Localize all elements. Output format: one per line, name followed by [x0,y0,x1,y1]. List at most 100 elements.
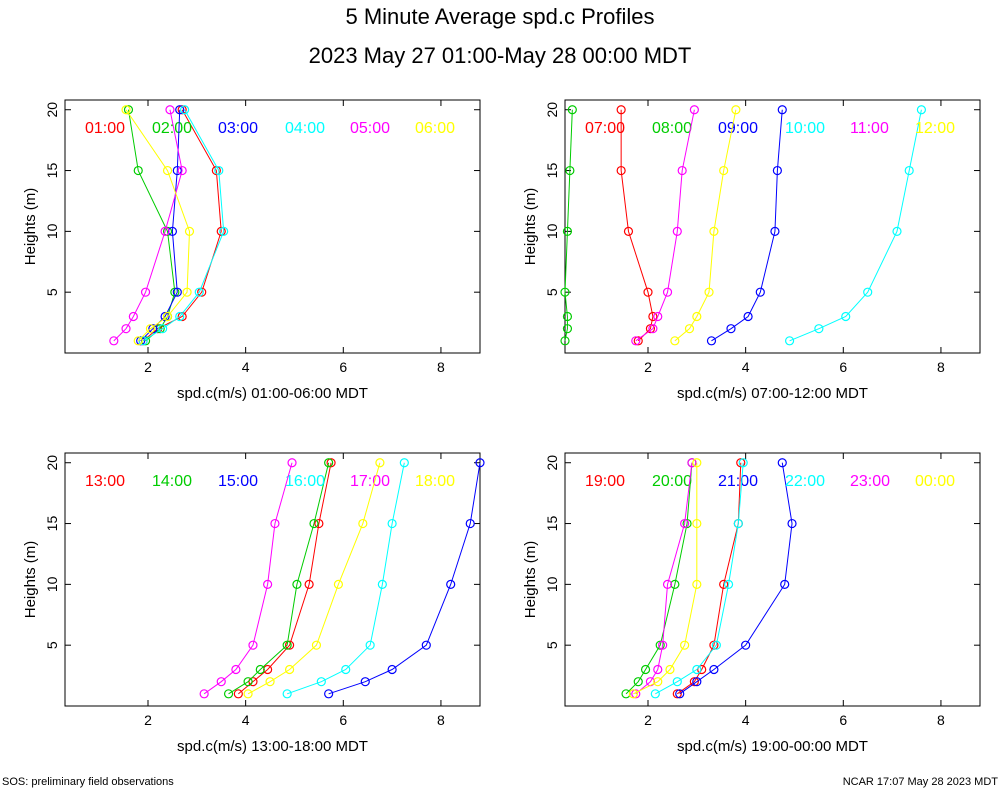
data-point [643,287,653,297]
data-point [377,579,387,589]
data-point [665,664,675,675]
data-point [162,226,173,236]
series-line [679,462,793,695]
data-point [560,336,570,346]
data-point [738,458,748,468]
data-point [709,640,719,650]
data-point [733,518,743,529]
series-line [633,462,698,695]
data-point [670,336,680,346]
data-point [465,518,475,529]
legend-entry: 20:00 [652,473,692,490]
data-point [677,165,687,176]
series-18:00 [243,458,385,699]
legend-entry: 22:00 [785,473,825,490]
data-point [121,105,131,115]
x-tick-label: 4 [242,359,250,375]
data-point [446,579,456,589]
data-point [140,336,151,346]
data-point [199,689,209,699]
series-line [635,109,695,342]
chart-title: 5 Minute Average spd.c Profiles [345,4,655,29]
data-point [692,579,702,589]
legend-entry: 05:00 [350,120,390,137]
data-point [177,311,187,322]
x-tick-label: 8 [937,359,945,375]
y-tick-label: 10 [544,576,560,592]
plot-panel: 2 4 6 8 5 10 15 20 spd.c(m/s) 07:00-12:00 MDT Hei… [522,99,981,402]
data-point [180,105,190,115]
data-point [631,336,641,346]
y-tick-label: 20 [544,455,560,471]
data-point [304,579,314,589]
x-tick-label: 2 [144,359,152,375]
series-line [620,109,654,342]
data-point [719,165,729,176]
data-point [687,458,697,468]
data-point [904,165,914,176]
data-point [263,579,273,589]
legend-entry: 17:00 [350,473,390,490]
data-point [231,664,241,675]
data-point [692,518,702,529]
legend-entry: 09:00 [718,120,758,137]
legend-entry: 19:00 [585,473,625,490]
data-point [155,324,165,334]
y-axis-label: Heights (m) [22,541,39,619]
series-line [328,462,481,695]
legend-entry: 10:00 [785,120,825,137]
series-21:00 [675,458,797,699]
legend-entry: 07:00 [585,120,625,137]
data-point [243,677,253,687]
data-point [214,165,224,176]
legend-entry: 23:00 [850,473,890,490]
series-line [655,462,744,695]
data-point [633,336,643,346]
data-point [136,336,146,346]
data-point [167,226,178,236]
data-point [309,518,319,529]
data-point [680,640,690,650]
data-point [172,287,182,297]
data-point [719,579,729,589]
data-point [311,640,322,650]
legend-entry: 16:00 [285,473,325,490]
data-point [784,336,795,346]
x-tick-label: 2 [144,712,152,728]
series-06:00 [121,105,195,346]
data-point [133,165,143,176]
y-tick-label: 5 [544,641,560,649]
data-point [284,640,295,650]
plot-frame [564,452,981,707]
data-point [841,311,851,322]
data-point [653,311,663,322]
data-point [165,105,175,115]
legend-entry: 21:00 [718,473,758,490]
series-15:00 [324,458,485,699]
plot-panel: 2 4 6 8 5 10 15 20 spd.c(m/s) 19:00-00:00 MDT Hei… [522,452,981,755]
data-point [704,287,714,297]
series-00:00 [628,458,702,699]
data-point [194,287,204,297]
data-point [741,640,751,650]
data-point [475,458,485,468]
footer-timestamp: NCAR 17:07 May 28 2023 MDT [842,776,998,788]
data-point [736,458,746,468]
data-point [140,287,151,297]
y-tick-label: 10 [544,223,560,239]
series-line [125,109,191,342]
data-point [916,105,927,115]
data-point [662,287,673,297]
data-point [175,105,185,115]
series-line [625,462,693,695]
data-point [148,324,158,334]
data-point [360,677,370,687]
data-point [780,579,790,589]
y-tick-label: 15 [544,163,560,179]
data-point [648,311,658,322]
data-point [655,640,665,650]
x-axis-label: spd.c(m/s) 01:00-06:00 MDT [177,385,368,402]
x-axis-label: spd.c(m/s) 07:00-12:00 MDT [677,385,868,402]
x-tick-label: 2 [644,359,652,375]
plot-panel: 2 4 6 8 5 10 15 20 spd.c(m/s) 13:00-18:00 MDT Hei… [22,452,485,755]
